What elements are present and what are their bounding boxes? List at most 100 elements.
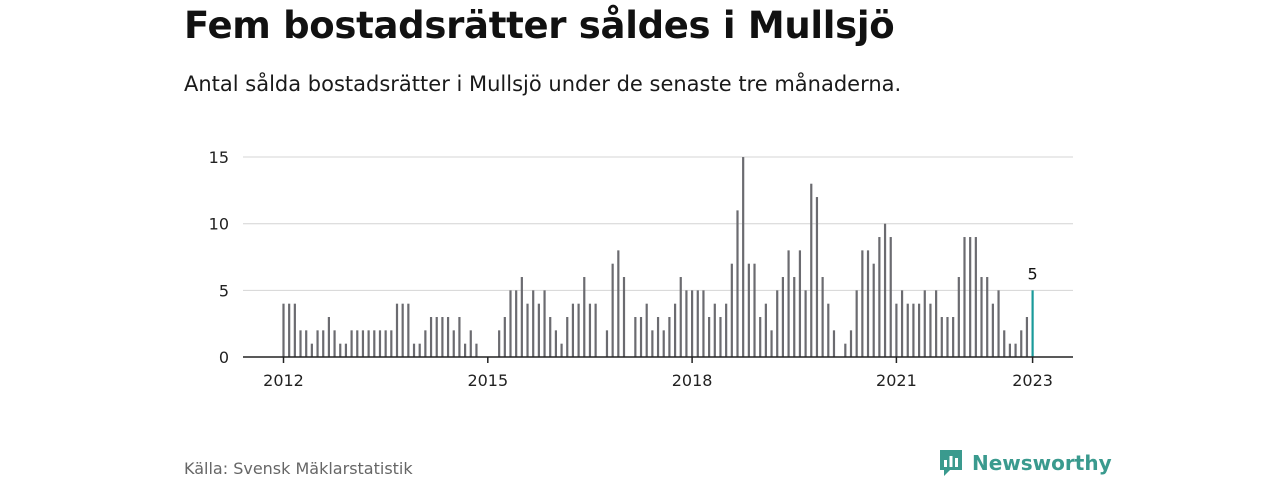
- bar: [583, 277, 586, 357]
- bar: [923, 290, 926, 357]
- bar: [895, 303, 898, 357]
- bar: [503, 317, 506, 357]
- data-label: 5: [1028, 264, 1038, 283]
- bar: [645, 303, 648, 357]
- bar: [515, 290, 518, 357]
- bar: [940, 317, 943, 357]
- bar: [866, 250, 870, 357]
- bar: [980, 277, 983, 357]
- bar: [560, 343, 563, 357]
- bar: [622, 277, 626, 357]
- bar: [900, 290, 904, 357]
- bar: [424, 330, 427, 357]
- bar: [509, 290, 512, 357]
- bar: [747, 263, 750, 357]
- bar: [594, 303, 597, 357]
- bar: [889, 237, 892, 357]
- bar: [844, 343, 847, 357]
- bar: [327, 317, 330, 357]
- bar: [356, 330, 359, 357]
- grid-lines: [243, 156, 1073, 291]
- bar: [997, 290, 1000, 357]
- bar: [957, 277, 960, 357]
- bar: [668, 317, 671, 357]
- bar: [554, 330, 557, 357]
- y-tick-label: 5: [219, 281, 229, 300]
- bar: [804, 290, 807, 357]
- bar: [1003, 330, 1006, 357]
- bar: [736, 210, 739, 357]
- bars: [282, 157, 1034, 357]
- bar: [781, 277, 784, 357]
- bar: [793, 277, 796, 357]
- bar: [407, 303, 410, 357]
- bar: [282, 303, 285, 357]
- bar: [526, 303, 529, 357]
- y-tick-label: 0: [219, 348, 229, 367]
- bar: [815, 197, 819, 357]
- highlight-bar: [1031, 290, 1034, 357]
- bar: [549, 317, 552, 357]
- brand[interactable]: Newsworthy: [938, 448, 1112, 478]
- bar: [566, 317, 569, 357]
- x-tick-label: 2015: [467, 371, 508, 390]
- bar: [832, 330, 836, 357]
- bar: [906, 303, 909, 357]
- bar: [725, 303, 728, 357]
- bar: [764, 303, 767, 357]
- x-tick-label: 2021: [876, 371, 917, 390]
- bar: [373, 330, 376, 357]
- bar: [469, 330, 472, 357]
- bar-chart-speech-bubble-icon: [940, 450, 962, 476]
- brand-name: Newsworthy: [972, 451, 1112, 475]
- y-tick-label: 15: [209, 148, 229, 167]
- bar: [617, 250, 620, 357]
- x-tick-label: 2012: [263, 371, 304, 390]
- bar: [316, 330, 319, 357]
- bar: [861, 250, 864, 357]
- bar: [1025, 317, 1029, 357]
- bar: [1014, 343, 1017, 357]
- bar: [821, 277, 824, 357]
- bar: [537, 303, 540, 357]
- bar: [378, 330, 382, 357]
- bar: [322, 330, 325, 357]
- bar: [441, 317, 444, 357]
- bar: [883, 223, 887, 357]
- bar: [605, 330, 609, 357]
- bar: [991, 303, 994, 357]
- bar: [361, 330, 365, 357]
- bar: [401, 303, 404, 357]
- bar: [912, 303, 915, 357]
- bar: [946, 317, 949, 357]
- bar: [498, 330, 501, 357]
- bar: [759, 317, 762, 357]
- bar: [702, 290, 705, 357]
- bar: [855, 290, 858, 357]
- bar: [713, 303, 716, 357]
- bar: [730, 263, 733, 357]
- bar: [293, 303, 296, 357]
- bar: [963, 237, 966, 357]
- bar: [429, 317, 433, 357]
- bar: [543, 290, 546, 357]
- bar: [305, 330, 308, 357]
- bar: [611, 263, 614, 357]
- bar: [384, 330, 387, 357]
- bar: [310, 343, 313, 357]
- bar: [475, 343, 478, 357]
- bar: [776, 290, 779, 357]
- bar: [390, 330, 393, 357]
- bar: [679, 277, 682, 357]
- bar: [969, 237, 972, 357]
- bar: [1020, 330, 1023, 357]
- bar: [446, 317, 450, 357]
- bar: [986, 277, 989, 357]
- bar: [810, 183, 813, 357]
- bar: [662, 330, 665, 357]
- bar: [520, 277, 523, 357]
- bar: [787, 250, 790, 357]
- bar: [412, 343, 416, 357]
- bar: [935, 290, 938, 357]
- bar: [639, 317, 643, 357]
